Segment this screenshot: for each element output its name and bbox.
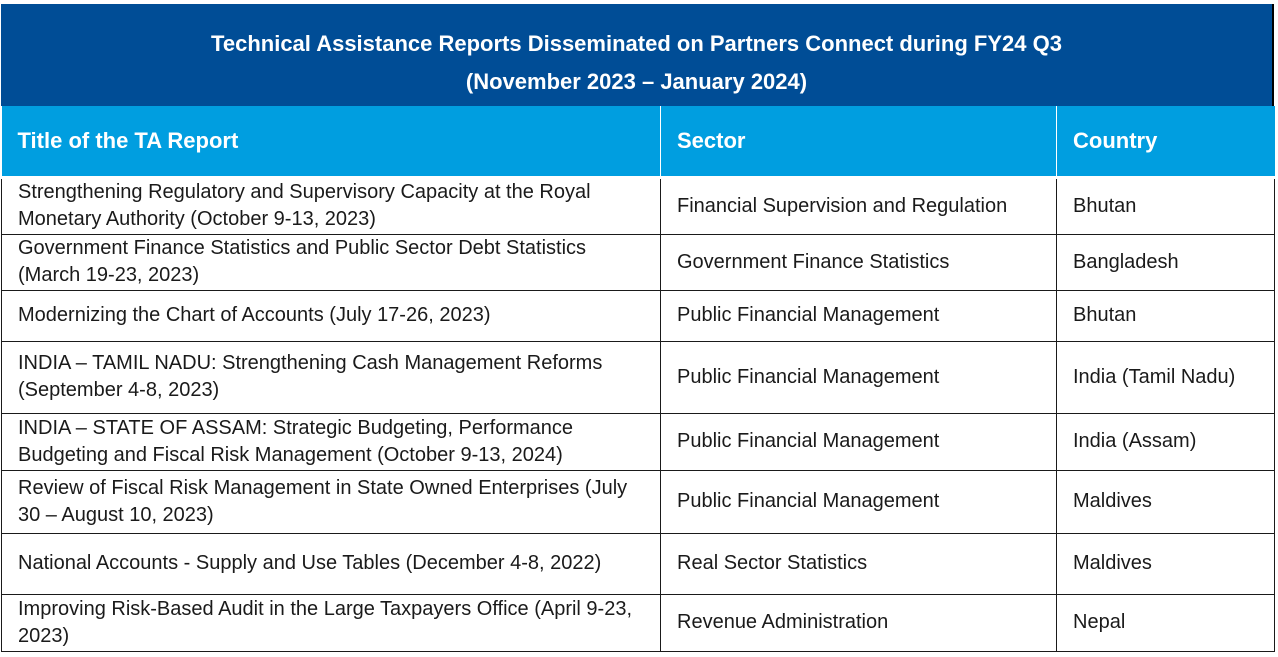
table-row: INDIA – TAMIL NADU: Strengthening Cash M… (1, 340, 1275, 414)
table-title: Technical Assistance Reports Disseminate… (211, 31, 1062, 56)
ta-reports-table-container: Technical Assistance Reports Disseminate… (1, 4, 1275, 652)
country-cell: Maldives (1056, 532, 1275, 595)
sector-cell: Public Financial Management (660, 340, 1057, 414)
country-cell: India (Assam) (1056, 412, 1275, 471)
country-cell: Bhutan (1056, 176, 1275, 235)
report-title-cell: Review of Fiscal Risk Management in Stat… (1, 469, 661, 534)
report-title-cell: INDIA – STATE OF ASSAM: Strategic Budget… (1, 412, 661, 471)
report-title-cell: Strengthening Regulatory and Supervisory… (1, 176, 661, 235)
report-title-cell: Government Finance Statistics and Public… (1, 233, 661, 291)
column-header-country: Country (1056, 106, 1275, 179)
table-row: Government Finance Statistics and Public… (1, 233, 1275, 291)
sector-cell: Public Financial Management (660, 469, 1057, 534)
table-subtitle: (November 2023 – January 2024) (465, 69, 808, 94)
table-row: Strengthening Regulatory and Supervisory… (1, 176, 1275, 235)
table-row: Review of Fiscal Risk Management in Stat… (1, 469, 1275, 534)
sector-cell: Financial Supervision and Regulation (660, 176, 1057, 235)
country-cell: Maldives (1056, 469, 1275, 534)
report-title-cell: Modernizing the Chart of Accounts (July … (1, 289, 661, 342)
sector-cell: Public Financial Management (660, 289, 1057, 342)
country-cell: Bhutan (1056, 289, 1275, 342)
table-header: Title of the TA Report Sector Country (1, 106, 1275, 179)
country-cell: Nepal (1056, 593, 1275, 652)
country-cell: India (Tamil Nadu) (1056, 340, 1275, 414)
table-row: INDIA – STATE OF ASSAM: Strategic Budget… (1, 412, 1275, 471)
sector-cell: Government Finance Statistics (660, 233, 1057, 291)
ta-reports-table: Title of the TA Report Sector Country St… (1, 106, 1275, 652)
table-row: Modernizing the Chart of Accounts (July … (1, 289, 1275, 342)
table-body: Strengthening Regulatory and Supervisory… (1, 176, 1275, 652)
table-row: Improving Risk-Based Audit in the Large … (1, 593, 1275, 652)
country-cell: Bangladesh (1056, 233, 1275, 291)
report-title-cell: Improving Risk-Based Audit in the Large … (1, 593, 661, 652)
column-header-title: Title of the TA Report (1, 106, 661, 179)
column-header-sector: Sector (660, 106, 1057, 179)
header-row: Title of the TA Report Sector Country (1, 106, 1275, 179)
table-banner: Technical Assistance Reports Disseminate… (1, 4, 1274, 106)
sector-cell: Revenue Administration (660, 593, 1057, 652)
sector-cell: Real Sector Statistics (660, 532, 1057, 595)
sector-cell: Public Financial Management (660, 412, 1057, 471)
table-row: National Accounts - Supply and Use Table… (1, 532, 1275, 595)
report-title-cell: National Accounts - Supply and Use Table… (1, 532, 661, 595)
report-title-cell: INDIA – TAMIL NADU: Strengthening Cash M… (1, 340, 661, 414)
